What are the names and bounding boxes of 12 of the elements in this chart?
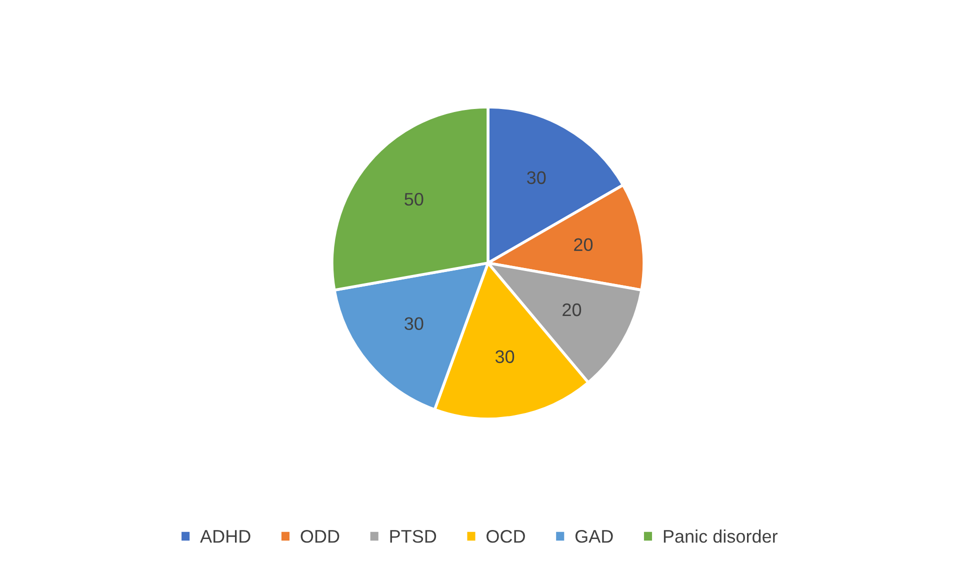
- data-label: 30: [404, 317, 424, 330]
- legend-label: OCD: [486, 530, 525, 543]
- data-label: 20: [574, 238, 593, 252]
- legend-label: ODD: [300, 530, 340, 543]
- data-label: 20: [562, 303, 582, 316]
- data-label: 30: [495, 350, 514, 364]
- legend-label: Panic disorder: [664, 530, 778, 543]
- data-label: 50: [404, 192, 424, 206]
- legend-label: PTSD: [390, 530, 436, 543]
- data-label: 30: [527, 171, 546, 184]
- legend-label: ADHD: [200, 530, 250, 543]
- legend-label: GAD: [575, 530, 613, 543]
